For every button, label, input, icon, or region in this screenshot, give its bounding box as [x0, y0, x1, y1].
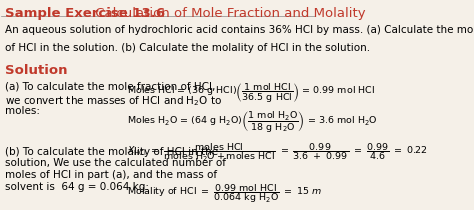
Text: Molality of HCl $=\ \dfrac{0.99\ \mathrm{mol\ HCl}}{0.064\ \mathrm{kg\ H_2O}}\ =: Molality of HCl $=\ \dfrac{0.99\ \mathrm… — [127, 182, 322, 205]
Text: (b) To calculate the molality of HCl in the: (b) To calculate the molality of HCl in … — [5, 147, 218, 156]
Text: moles:: moles: — [5, 106, 39, 116]
Text: Calculation of Mole Fraction and Molality: Calculation of Mole Fraction and Molalit… — [91, 7, 365, 20]
Text: Moles H$_2$O = (64 g H$_2$O)$\left(\dfrac{1\ \mathrm{mol\ H_2O}}{18\ \mathrm{g\ : Moles H$_2$O = (64 g H$_2$O)$\left(\dfra… — [127, 109, 378, 134]
Text: solvent is  64 g = 0.064 kg:: solvent is 64 g = 0.064 kg: — [5, 182, 148, 192]
Text: Solution: Solution — [5, 64, 67, 77]
Text: of HCl in the solution. (b) Calculate the molality of HCl in the solution.: of HCl in the solution. (b) Calculate th… — [5, 43, 370, 53]
Text: moles of HCl in part (a), and the mass of: moles of HCl in part (a), and the mass o… — [5, 170, 217, 180]
Text: An aqueous solution of hydrochloric acid contains 36% HCl by mass. (a) Calculate: An aqueous solution of hydrochloric acid… — [5, 25, 474, 35]
Text: Sample Exercise 13.6: Sample Exercise 13.6 — [5, 7, 164, 20]
Text: $X_{\mathrm{HCl}}\ =\ \dfrac{\mathrm{moles\ HCl}}{\mathrm{moles\ H_2O + moles\ H: $X_{\mathrm{HCl}}\ =\ \dfrac{\mathrm{mol… — [127, 142, 428, 164]
Text: we convert the masses of HCl and H$_2$O to: we convert the masses of HCl and H$_2$O … — [5, 94, 222, 108]
Text: Moles HCl = (36 g HCl)$\left(\dfrac{1\ \mathrm{mol\ HCl}}{36.5\ \mathrm{g\ HCl}}: Moles HCl = (36 g HCl)$\left(\dfrac{1\ \… — [127, 81, 375, 104]
Text: (a) To calculate the mole fraction of HCl,: (a) To calculate the mole fraction of HC… — [5, 82, 215, 92]
Text: solution, We use the calculated number of: solution, We use the calculated number o… — [5, 159, 226, 168]
